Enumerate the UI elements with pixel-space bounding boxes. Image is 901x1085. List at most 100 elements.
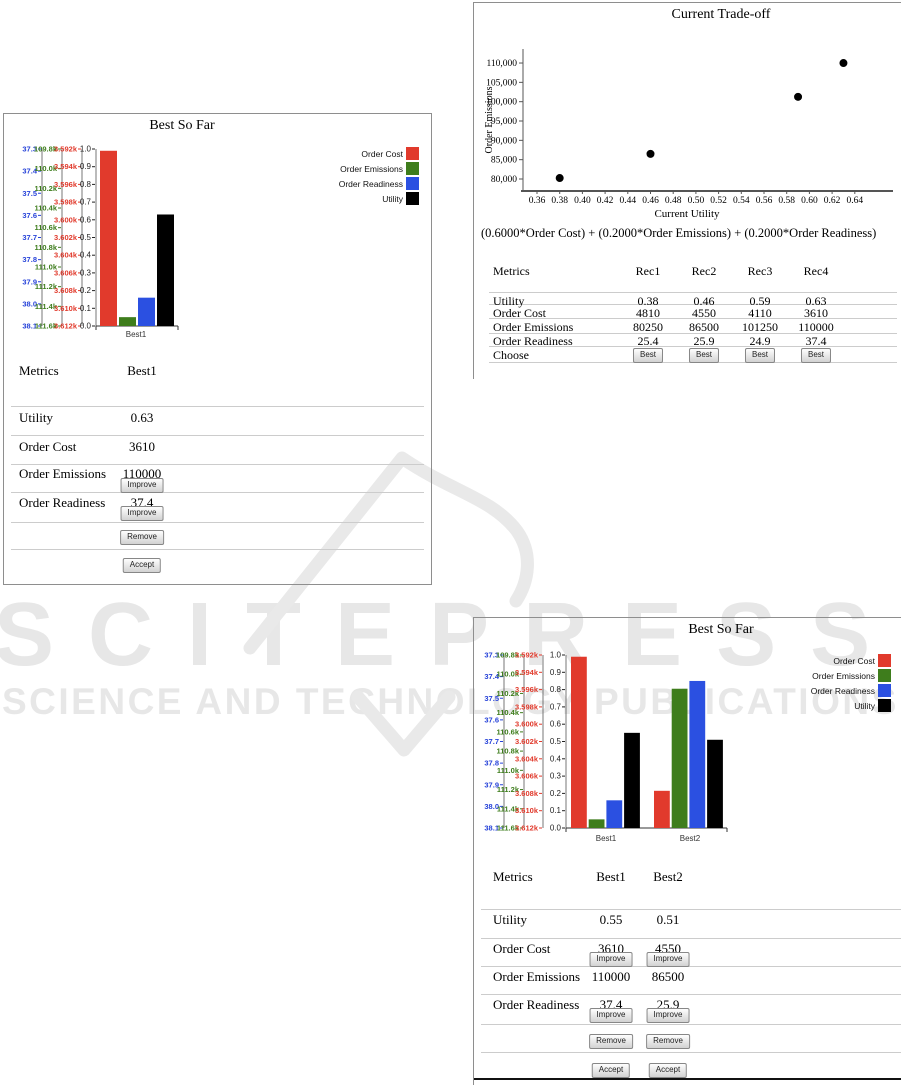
emissions-tick-label: 110.6k <box>34 223 57 232</box>
cost-tick-label: 3.602k <box>54 233 78 242</box>
value-order-emissions-best2: 86500 <box>651 969 685 984</box>
readiness-tick-label: 38.0 <box>22 299 37 308</box>
scitepress-watermark-text: SCITEPRESS <box>0 585 901 685</box>
value-order-readiness-rec2: 25.9 <box>693 334 715 348</box>
cost-tick-label: 3.596k <box>54 180 78 189</box>
readiness-tick-label: 37.6 <box>484 715 499 724</box>
legend-label-utility: Utility <box>382 193 403 204</box>
legend-swatch-order-cost <box>406 147 419 160</box>
value-utility-best1: 0.55 <box>599 912 623 927</box>
utility-tick-label: 0.5 <box>80 233 92 242</box>
x-tick-label: 0.64 <box>846 196 863 206</box>
panel-title: Best So Far <box>688 622 754 637</box>
y-tick-label: 110,000 <box>486 59 517 69</box>
metric-label-order-emissions: Order Emissions <box>493 969 581 984</box>
row-divider <box>489 292 897 293</box>
remove-button-best1[interactable]: Remove <box>589 1034 633 1049</box>
best-button-rec1[interactable]: Best <box>632 348 664 363</box>
row-divider <box>11 522 424 523</box>
accept-button-best1[interactable]: Accept <box>122 558 162 573</box>
utility-tick-label: 0.2 <box>80 286 92 295</box>
value-order-readiness-rec4: 37.4 <box>805 334 827 348</box>
legend-label-utility: Utility <box>854 700 875 711</box>
table-header-rec1: Rec1 <box>635 264 661 278</box>
row-divider <box>481 1052 901 1053</box>
value-order-readiness-rec3: 24.9 <box>749 334 771 348</box>
tradeoff-scatter-plot: 80,000 85,000 90,000 95,000 100,000 105,000 11… <box>484 49 893 220</box>
bar-utility-best1 <box>157 214 174 326</box>
metric-label-order-cost: Order Cost <box>19 439 77 454</box>
cost-tick-label: 3.602k <box>515 737 539 746</box>
table-header-rec4: Rec4 <box>803 264 829 278</box>
cost-tick-label: 3.592k <box>515 651 539 660</box>
y-tick-label: 90,000 <box>491 136 517 146</box>
row-divider <box>481 994 901 995</box>
legend-swatch-order-emissions <box>406 162 419 175</box>
value-order-readiness-rec1: 25.4 <box>637 334 659 348</box>
utility-tick-label: 0.0 <box>550 824 562 833</box>
remove-button-best2[interactable]: Remove <box>646 1034 690 1049</box>
best-so-far-1-metrics-table: Metrics Best1 Utility 0.63 Order Cost 3610 Ord… <box>4 114 431 584</box>
metric-label-order-emissions: Order Emissions <box>493 320 574 334</box>
x-tick-label: 0.62 <box>824 196 841 206</box>
utility-tick-label: 0.7 <box>80 198 92 207</box>
emissions-tick-label: 110.8k <box>496 747 519 756</box>
legend-swatch-order-readiness <box>878 684 891 697</box>
cost-tick-label: 3.594k <box>515 668 539 677</box>
readiness-tick-label: 37.7 <box>484 737 499 746</box>
bar-order-cost-best1 <box>571 656 587 828</box>
cost-tick-label: 3.600k <box>515 720 539 729</box>
cost-tick-label: 3.596k <box>515 685 539 694</box>
improve-button-order-cost-best2[interactable]: Improve <box>646 952 690 967</box>
table-header-metrics: Metrics <box>19 363 59 378</box>
cost-tick-label: 3.606k <box>515 772 539 781</box>
improve-button-order-readiness-best1[interactable]: Improve <box>589 1008 633 1023</box>
legend-row: Order Cost <box>721 653 891 668</box>
cost-tick-label: 3.612k <box>54 322 78 331</box>
best-button-rec4[interactable]: Best <box>800 348 832 363</box>
cost-tick-label: 3.610k <box>515 806 539 815</box>
improve-button-order-cost-best1[interactable]: Improve <box>589 952 633 967</box>
row-divider <box>11 492 424 493</box>
table-header-rec2: Rec2 <box>691 264 717 278</box>
y-tick-label: 105,000 <box>486 78 517 88</box>
legend-label-order-emissions: Order Emissions <box>340 163 403 174</box>
readiness-tick-label: 37.4 <box>22 167 37 176</box>
row-divider <box>489 333 897 334</box>
readiness-tick-label: 38.1 <box>484 824 499 833</box>
remove-button-best1[interactable]: Remove <box>120 530 164 545</box>
value-order-emissions-rec1: 80250 <box>633 320 663 334</box>
readiness-tick-label: 37.8 <box>484 759 499 768</box>
value-utility-rec4: 0.63 <box>805 294 827 308</box>
chart-legend: Order Cost Order Emissions Order Readiness… <box>249 146 419 206</box>
metric-label-order-cost: Order Cost <box>493 941 551 956</box>
panel-title: Best So Far <box>149 118 215 133</box>
readiness-tick-label: 37.6 <box>22 211 37 220</box>
emissions-tick-label: 111.6k <box>35 322 58 331</box>
panel-best-so-far-1: Best So Far 37.3 37.4 37.5 37.6 37.7 37.8 37.9… <box>3 113 432 585</box>
cost-tick-label: 3.598k <box>54 198 78 207</box>
emissions-tick-label: 110.4k <box>34 204 57 213</box>
improve-button-order-readiness-best1[interactable]: Improve <box>120 506 164 521</box>
best-button-rec3[interactable]: Best <box>744 348 776 363</box>
utility-tick-label: 0.1 <box>80 304 92 313</box>
utility-tick-label: 0.5 <box>550 737 562 746</box>
value-utility-best2: 0.51 <box>656 912 680 927</box>
cost-tick-label: 3.598k <box>515 702 539 711</box>
panel-title: Current Trade-off <box>671 7 771 22</box>
improve-button-order-readiness-best2[interactable]: Improve <box>646 1008 690 1023</box>
table-header-best2: Best2 <box>653 869 683 884</box>
cost-tick-label: 3.606k <box>54 268 78 277</box>
best-button-rec2[interactable]: Best <box>688 348 720 363</box>
accept-button-best1[interactable]: Accept <box>591 1063 631 1078</box>
improve-button-order-emissions-best1[interactable]: Improve <box>120 478 164 493</box>
legend-row: Order Readiness <box>721 683 891 698</box>
accept-button-best2[interactable]: Accept <box>648 1063 688 1078</box>
legend-row: Order Emissions <box>249 161 419 176</box>
readiness-tick-label: 37.7 <box>22 233 37 242</box>
x-axis-title: Current Utility <box>654 208 720 220</box>
bar-utility-best1 <box>624 732 640 828</box>
row-divider <box>11 549 424 550</box>
